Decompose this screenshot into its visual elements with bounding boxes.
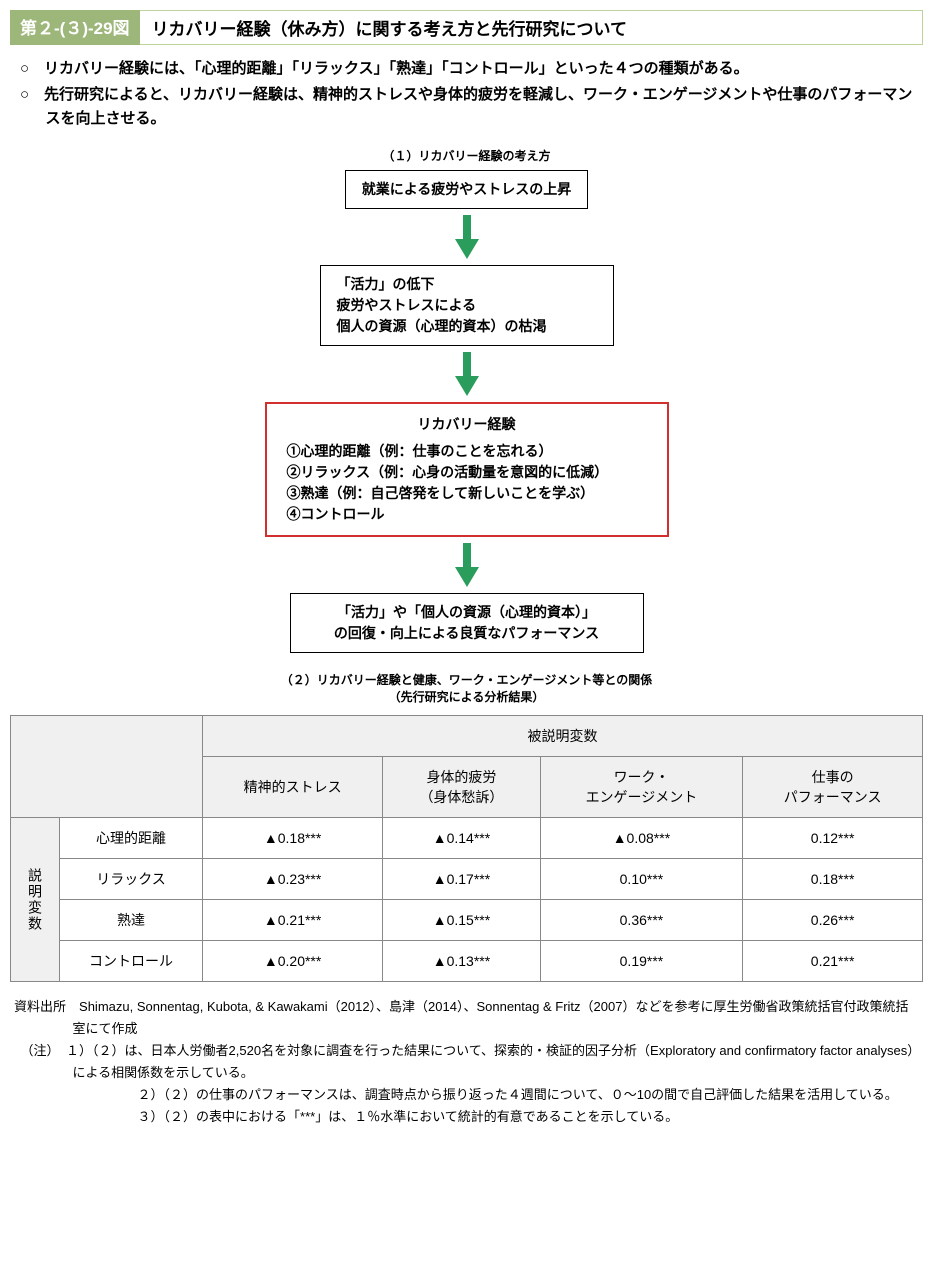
cell: ▲0.08*** — [540, 818, 743, 859]
flowchart: 就業による疲労やストレスの上昇 「活力」の低下 疲労やストレスによる 個人の資源… — [10, 170, 923, 653]
flow-box-4-line2: の回復・向上による良質なパフォーマンス — [307, 623, 627, 644]
flow-box-recovery: リカバリー経験 ①心理的距離（例：仕事のことを忘れる） ②リラックス（例：心身の… — [265, 402, 669, 537]
flow-box-4: 「活力」や「個人の資源（心理的資本）」 の回復・向上による良質なパフォーマンス — [290, 593, 644, 653]
recovery-item-4: ④コントロール — [287, 504, 647, 525]
bullet-1: ○ リカバリー経験には、「心理的距離」「リラックス」「熟達」「コントロール」とい… — [20, 57, 913, 81]
summary-bullets: ○ リカバリー経験には、「心理的距離」「リラックス」「熟達」「コントロール」とい… — [20, 57, 913, 131]
flow-box-2: 「活力」の低下 疲労やストレスによる 個人の資源（心理的資本）の枯渇 — [320, 265, 614, 346]
bullet-2: ○ 先行研究によると、リカバリー経験は、精神的ストレスや身体的疲労を軽減し、ワー… — [20, 83, 913, 131]
cell: ▲0.13*** — [383, 941, 540, 982]
section2-label: （２）リカバリー経験と健康、ワーク・エンゲージメント等との関係 （先行研究による… — [10, 671, 923, 705]
cell: 0.19*** — [540, 941, 743, 982]
flow-box-4-line1: 「活力」や「個人の資源（心理的資本）」 — [307, 602, 627, 623]
arrow-down-icon — [455, 352, 479, 396]
cell: ▲0.18*** — [203, 818, 383, 859]
cell: 0.36*** — [540, 900, 743, 941]
cell: 0.21*** — [743, 941, 923, 982]
cell: ▲0.17*** — [383, 859, 540, 900]
note-2: ２）（２）の仕事のパフォーマンスは、調査時点から振り返った４週間について、０～1… — [14, 1084, 919, 1106]
cell: 0.12*** — [743, 818, 923, 859]
figure-number: 第２-(３)-29図 — [10, 10, 140, 45]
flow-box-1: 就業による疲労やストレスの上昇 — [345, 170, 589, 209]
row-label-3: 熟達 — [60, 900, 203, 941]
dep-var-header: 被説明変数 — [203, 716, 923, 757]
cell: ▲0.20*** — [203, 941, 383, 982]
cell: ▲0.14*** — [383, 818, 540, 859]
correlation-table: 被説明変数 精神的ストレス 身体的疲労 （身体愁訴） ワーク・ エンゲージメント… — [10, 715, 923, 982]
flow-box-2-line3: 個人の資源（心理的資本）の枯渇 — [337, 316, 597, 337]
cell: ▲0.23*** — [203, 859, 383, 900]
cell: 0.18*** — [743, 859, 923, 900]
note-label: （注） — [27, 1043, 53, 1058]
source-text: Shimazu, Sonnentag, Kubota, & Kawakami（2… — [73, 999, 909, 1036]
correlation-table-wrap: 被説明変数 精神的ストレス 身体的疲労 （身体愁訴） ワーク・ エンゲージメント… — [10, 715, 923, 982]
arrow-down-icon — [455, 215, 479, 259]
figure-header: 第２-(３)-29図 リカバリー経験（休み方）に関する考え方と先行研究について — [10, 10, 923, 45]
col-header-2: 身体的疲労 （身体愁訴） — [383, 757, 540, 818]
source-line: 資料出所 Shimazu, Sonnentag, Kubota, & Kawak… — [14, 996, 919, 1040]
note-1: （注） １）（２）は、日本人労働者2,520名を対象に調査を行った結果について、… — [14, 1040, 919, 1084]
cell: ▲0.21*** — [203, 900, 383, 941]
footnotes: 資料出所 Shimazu, Sonnentag, Kubota, & Kawak… — [14, 996, 919, 1129]
cell: 0.10*** — [540, 859, 743, 900]
indep-var-header: 説明変数 — [11, 818, 60, 982]
row-label-2: リラックス — [60, 859, 203, 900]
section2-label-main: （２）リカバリー経験と健康、ワーク・エンゲージメント等との関係 — [281, 673, 652, 687]
arrow-down-icon — [455, 543, 479, 587]
figure-title: リカバリー経験（休み方）に関する考え方と先行研究について — [140, 10, 923, 45]
row-label-1: 心理的距離 — [60, 818, 203, 859]
recovery-item-1: ①心理的距離（例：仕事のことを忘れる） — [287, 441, 647, 462]
flow-box-2-line1: 「活力」の低下 — [337, 274, 597, 295]
table-corner — [11, 716, 203, 818]
col-header-1: 精神的ストレス — [203, 757, 383, 818]
note-3: ３）（２）の表中における「***」は、１％水準において統計的有意であることを示し… — [14, 1106, 919, 1128]
col-header-4: 仕事の パフォーマンス — [743, 757, 923, 818]
recovery-item-2: ②リラックス（例：心身の活動量を意図的に低減） — [287, 462, 647, 483]
recovery-item-3: ③熟達（例：自己啓発をして新しいことを学ぶ） — [287, 483, 647, 504]
cell: ▲0.15*** — [383, 900, 540, 941]
cell: 0.26*** — [743, 900, 923, 941]
section2-label-sub: （先行研究による分析結果） — [389, 690, 545, 704]
section1-label: （１）リカバリー経験の考え方 — [10, 147, 923, 164]
source-label: 資料出所 — [14, 999, 66, 1014]
row-label-4: コントロール — [60, 941, 203, 982]
col-header-3: ワーク・ エンゲージメント — [540, 757, 743, 818]
recovery-title: リカバリー経験 — [287, 414, 647, 435]
flow-box-2-line2: 疲労やストレスによる — [337, 295, 597, 316]
